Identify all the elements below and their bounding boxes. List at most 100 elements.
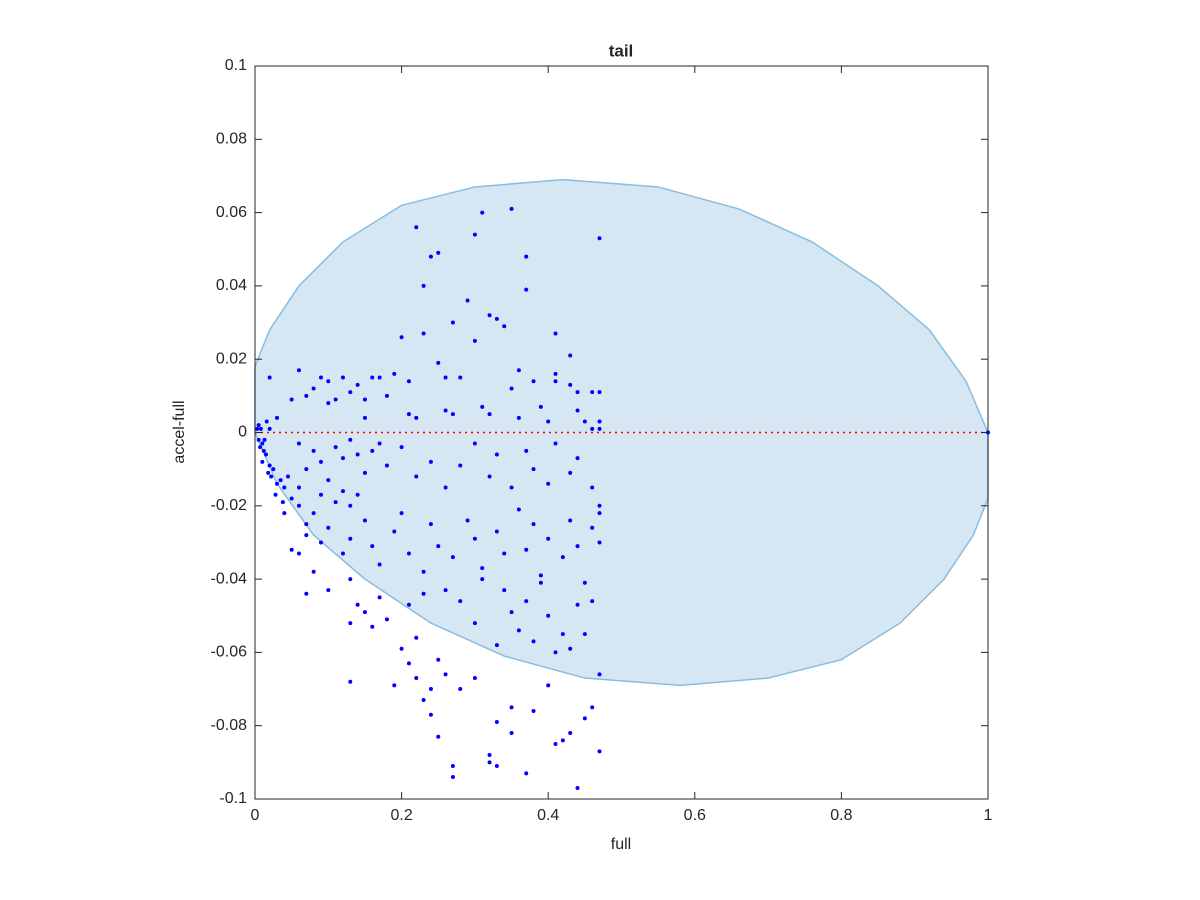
point [296,485,301,490]
point [318,459,323,464]
y-axis-label: accel-full [171,400,188,463]
point [326,401,331,406]
point [340,456,345,461]
point [590,485,595,490]
point [494,643,499,648]
x-tick-label: 0 [251,807,260,824]
point [414,415,419,420]
point [399,646,404,651]
point [465,518,470,523]
point [553,331,558,336]
point [480,404,485,409]
y-tick-label: -0.1 [219,790,247,807]
point [421,698,426,703]
point [494,316,499,321]
point [258,445,263,450]
point [406,661,411,666]
point [296,503,301,508]
point [516,507,521,512]
point [377,595,382,600]
point [267,463,272,468]
point [450,555,455,560]
point [546,419,551,424]
point [524,599,529,604]
point [487,474,492,479]
point [597,540,602,545]
point [531,467,536,472]
point [289,496,294,501]
y-tick-label: 0.1 [225,57,247,74]
point [318,375,323,380]
point [458,463,463,468]
point [538,404,543,409]
point [428,254,433,259]
point [531,709,536,714]
point [348,577,353,582]
x-tick-label: 0.8 [830,807,852,824]
point [597,511,602,516]
point [560,632,565,637]
point [348,437,353,442]
point [450,320,455,325]
point [597,390,602,395]
y-tick-label: 0.04 [216,277,247,294]
point [384,617,389,622]
y-tick-label: -0.02 [211,497,248,514]
point [472,621,477,626]
point [399,445,404,450]
point [326,588,331,593]
point [421,591,426,596]
point [458,599,463,604]
point [362,470,367,475]
point [311,448,316,453]
point [258,426,263,431]
x-tick-label: 1 [984,807,993,824]
point [553,650,558,655]
point [597,426,602,431]
point [546,481,551,486]
point [348,679,353,684]
point [502,324,507,329]
point [340,375,345,380]
point [282,511,287,516]
point [370,375,375,380]
point [262,437,267,442]
point [524,254,529,259]
point [304,591,309,596]
point [384,393,389,398]
point [384,463,389,468]
point [516,415,521,420]
point [487,760,492,765]
point [436,360,441,365]
point [263,452,268,457]
point [480,577,485,582]
y-tick-label: -0.04 [211,570,248,587]
point [582,632,587,637]
point [261,448,266,453]
point [421,283,426,288]
point [428,522,433,527]
point [370,448,375,453]
point [273,492,278,497]
point [289,397,294,402]
point [472,536,477,541]
point [568,731,573,736]
point [428,687,433,692]
point [406,551,411,556]
point [546,683,551,688]
point [487,412,492,417]
point [575,786,580,791]
point [568,646,573,651]
point [256,437,261,442]
point [362,610,367,615]
point [333,397,338,402]
point [280,500,285,505]
x-tick-label: 0.6 [684,807,706,824]
point [465,298,470,303]
point [472,338,477,343]
point [304,393,309,398]
point [450,775,455,780]
point [502,588,507,593]
point [450,412,455,417]
point [318,492,323,497]
